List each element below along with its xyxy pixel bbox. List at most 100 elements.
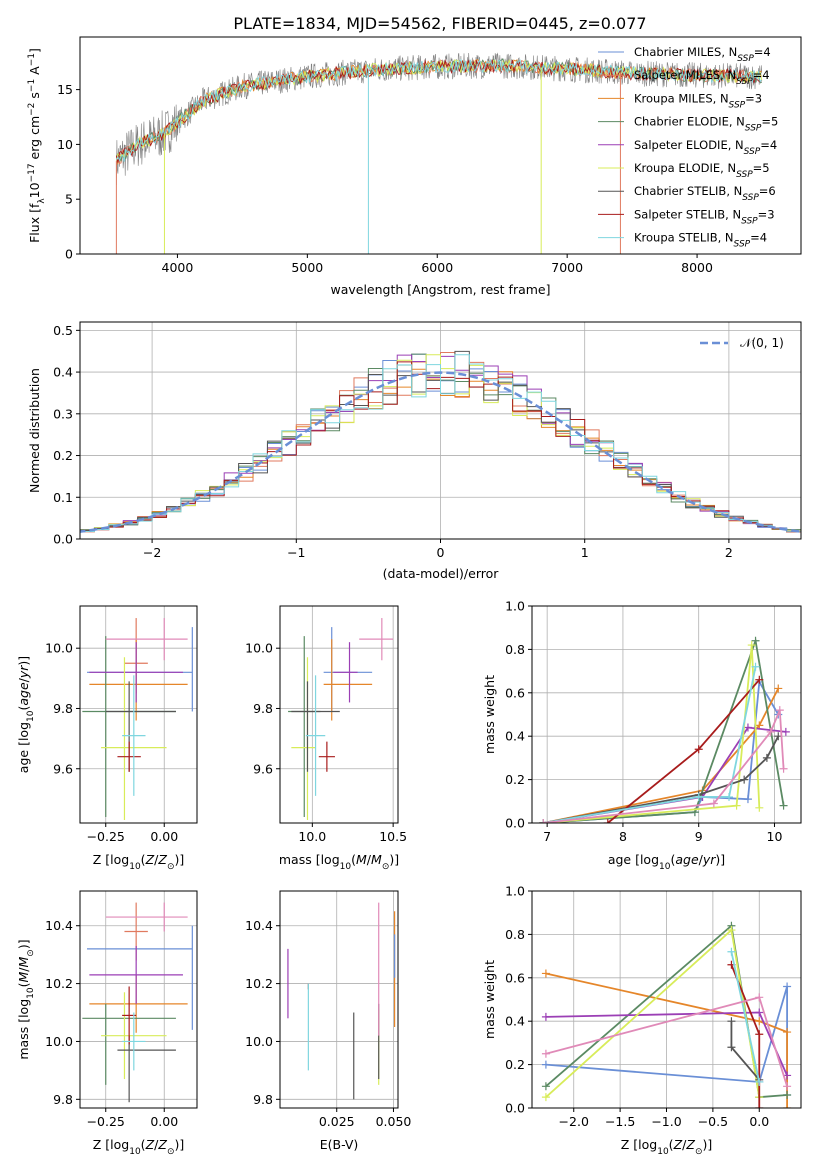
- weight-marker: [755, 1008, 764, 1017]
- y-tick-label: 10.2: [245, 976, 273, 991]
- weight-line: [730, 964, 761, 1108]
- weight-marker: [755, 803, 764, 812]
- label-part: (: [351, 852, 356, 867]
- label-part: /: [367, 852, 372, 867]
- x-tick-label: 1: [581, 545, 589, 560]
- label-part: SSP: [737, 54, 754, 64]
- label-part: /: [699, 852, 704, 867]
- y-tick-label: 0.4: [505, 1014, 525, 1029]
- label-part: /: [154, 1137, 159, 1152]
- label-part: Kroupa MILES, N: [634, 91, 729, 105]
- y-axis-label: mass weight: [482, 960, 497, 1039]
- label-part: 10: [129, 1147, 141, 1157]
- age-vs-Z-axes: −0.25 0.009.69.810.0Z [log10(Z/Z⊙)]age [l…: [16, 605, 198, 872]
- y-tick-label: 9.8: [253, 1092, 273, 1107]
- y-tick-label: 0.2: [505, 772, 525, 787]
- label-part: −1: [27, 79, 37, 92]
- y-tick-label: 10.0: [45, 641, 73, 656]
- x-tick-label: 0.00: [150, 829, 178, 844]
- weight-marker: [783, 1090, 792, 1099]
- label-part: Chabrier ELODIE, N: [634, 115, 745, 129]
- y-axis-label: Normed distribution: [27, 368, 42, 493]
- y-tick-label: 15: [57, 82, 73, 97]
- weight-marker: [766, 727, 775, 736]
- label-part: 10: [129, 862, 141, 872]
- x-axis-label: E(B-V): [320, 1137, 359, 1152]
- figure-title: PLATE=1834, MJD=54562, FIBERID=0445, z=0…: [233, 14, 646, 33]
- label-part: M: [371, 852, 382, 867]
- weight-marker: [747, 641, 756, 650]
- weight-marker: [783, 1082, 792, 1091]
- label-part: =3: [745, 91, 762, 105]
- x-axis-label: Z [log10(Z/Z⊙)]: [93, 1137, 185, 1157]
- x-tick-label: −2.0: [559, 1114, 589, 1129]
- label-part: mass [log: [16, 999, 31, 1060]
- legend-label: Salpeter MILES, NSSP=4: [634, 68, 770, 87]
- label-part: SSP: [741, 216, 758, 226]
- weight-marker: [694, 745, 703, 754]
- weight-marker: [541, 1012, 550, 1021]
- y-tick-label: 0.2: [505, 1057, 525, 1072]
- label-part: Z: [157, 852, 167, 867]
- legend-label: Chabrier MILES, NSSP=4: [634, 45, 771, 64]
- y-tick-label: 9.8: [253, 701, 273, 716]
- histogram-step: [80, 354, 801, 532]
- axes-frame: [79, 36, 802, 255]
- y-tick-label: 0.0: [505, 816, 525, 831]
- y-tick-label: 0.8: [505, 642, 525, 657]
- weight-marker: [781, 727, 790, 736]
- y-tick-label: 0.5: [53, 323, 73, 338]
- weight-line: [543, 637, 785, 823]
- y-tick-label: 0.6: [505, 685, 525, 700]
- label-part: SSP: [736, 170, 753, 180]
- label-part: =5: [761, 115, 778, 129]
- x-tick-label: 10: [767, 829, 783, 844]
- label-part: Z: [673, 1137, 683, 1152]
- y-tick-label: 0.4: [505, 729, 525, 744]
- y-tick-label: 0.3: [53, 406, 73, 421]
- weight-marker: [740, 775, 749, 784]
- legend-label: Salpeter ELODIE, NSSP=4: [634, 138, 777, 157]
- label-part: /: [154, 852, 159, 867]
- label-part: yr: [16, 665, 31, 679]
- histogram-step: [80, 354, 801, 533]
- label-part: )]: [16, 939, 31, 949]
- label-part: 10: [659, 862, 671, 872]
- label-part: /: [682, 1137, 687, 1152]
- label-part: erg cm: [27, 116, 42, 164]
- weight-marker: [743, 795, 752, 804]
- label-part: /: [16, 967, 31, 972]
- label-part: SSP: [745, 124, 762, 134]
- x-tick-label: −1: [287, 545, 305, 560]
- label-part: )]: [702, 1137, 712, 1152]
- x-axis-label: mass [log10(M/M⊙)]: [279, 852, 399, 872]
- label-part: ⊙: [26, 949, 36, 957]
- legend-label: Chabrier STELIB, NSSP=6: [634, 184, 776, 203]
- label-part: Z [log: [621, 1137, 657, 1152]
- axes-frame: [79, 890, 198, 1109]
- legend: Chabrier MILES, NSSP=4 Salpeter MILES, NS…: [598, 45, 778, 250]
- y-tick-label: 9.8: [53, 701, 73, 716]
- normal-curve: [80, 371, 801, 533]
- label-part: SSP: [729, 100, 746, 110]
- weight-marker: [541, 1093, 550, 1102]
- x-tick-label: 0.025: [319, 1114, 355, 1129]
- x-tick-label: 0.0: [749, 1114, 769, 1129]
- label-part: ⊙: [167, 1147, 175, 1157]
- y-tick-label: 10.0: [245, 1034, 273, 1049]
- label-part: Z [log: [93, 1137, 129, 1152]
- label-part: Kroupa STELIB, N: [634, 231, 734, 245]
- weight-marker: [779, 764, 788, 773]
- y-tick-label: 10: [57, 137, 73, 152]
- axes-frame: [279, 890, 399, 1109]
- label-part: SSP: [736, 77, 753, 87]
- weight-marker: [539, 819, 548, 823]
- label-part: Z [log: [93, 852, 129, 867]
- legend-label: Kroupa ELODIE, NSSP=5: [634, 161, 770, 180]
- label-part: =4: [760, 138, 777, 152]
- label-part: )]: [174, 1137, 184, 1152]
- label-part: (: [141, 852, 146, 867]
- x-tick-label: 0.050: [376, 1114, 412, 1129]
- weight-marker: [725, 792, 734, 801]
- weight-marker: [774, 684, 783, 693]
